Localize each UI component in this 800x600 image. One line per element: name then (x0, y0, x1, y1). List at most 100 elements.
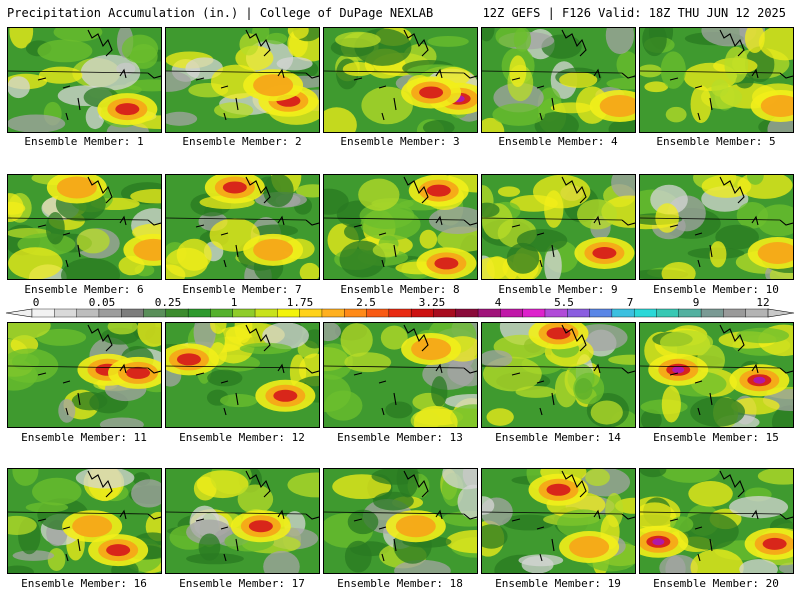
colorbar-swatch (344, 308, 368, 318)
precip-field (640, 175, 793, 279)
ensemble-member-label: Ensemble Member: 10 (653, 283, 779, 296)
colorbar-min-arrow (5, 308, 33, 318)
coastline (195, 176, 319, 268)
ensemble-member-label: Ensemble Member: 20 (653, 577, 779, 590)
colorbar-tick-label: 0.25 (154, 296, 182, 309)
coastline (195, 29, 319, 121)
coastline (511, 324, 635, 416)
colorbar-swatch (433, 308, 457, 318)
colorbar-swatch (31, 308, 55, 318)
ensemble-member-map (639, 174, 794, 280)
precip-field (8, 28, 161, 132)
ensemble-member-label: Ensemble Member: 1 (24, 135, 144, 148)
coastline (195, 324, 319, 416)
ensemble-member-map (481, 27, 636, 133)
colorbar-swatch (745, 308, 769, 318)
ensemble-member-map (481, 468, 636, 574)
colorbar-tick-label: 4 (494, 296, 502, 309)
colorbar-swatch (143, 308, 167, 318)
coastline (353, 470, 477, 562)
colorbar-swatch (633, 308, 657, 318)
colorbar-tick-label: 3.25 (418, 296, 446, 309)
precip-field (8, 323, 161, 427)
precip-field (640, 28, 793, 132)
precip-field (640, 323, 793, 427)
precip-field (640, 469, 793, 573)
colorbar-swatch (723, 308, 747, 318)
coastline (353, 176, 477, 268)
coastline (37, 176, 161, 268)
precip-field (324, 175, 477, 279)
colorbar-swatch (210, 308, 234, 318)
ensemble-member-label: Ensemble Member: 13 (337, 431, 463, 444)
colorbar-swatch (98, 308, 122, 318)
precip-field (482, 469, 635, 573)
ensemble-member-label: Ensemble Member: 15 (653, 431, 779, 444)
ensemble-member-map (323, 322, 478, 428)
colorbar-swatch (455, 308, 479, 318)
ensemble-member-label: Ensemble Member: 5 (656, 135, 776, 148)
colorbar-tick-label: 9 (692, 296, 700, 309)
ensemble-member-map (165, 322, 320, 428)
ensemble-member-label: Ensemble Member: 17 (179, 577, 305, 590)
ensemble-member-label: Ensemble Member: 9 (498, 283, 618, 296)
precip-field (482, 323, 635, 427)
colorbar-swatch (388, 308, 412, 318)
colorbar-tick-label: 7 (626, 296, 634, 309)
colorbar-tick-label: 1.75 (286, 296, 314, 309)
colorbar-swatch (321, 308, 345, 318)
precip-field (166, 175, 319, 279)
colorbar-swatch (299, 308, 323, 318)
coastline (511, 470, 635, 562)
colorbar-swatch (656, 308, 680, 318)
coastline (511, 29, 635, 121)
coastline (669, 29, 793, 121)
ensemble-member-map (481, 322, 636, 428)
ensemble-member-label: Ensemble Member: 8 (340, 283, 460, 296)
ensemble-member-label: Ensemble Member: 11 (21, 431, 147, 444)
colorbar-swatch (544, 308, 568, 318)
colorbar-swatch (410, 308, 434, 318)
colorbar-max-arrow (767, 308, 795, 318)
ensemble-member-label: Ensemble Member: 4 (498, 135, 618, 148)
colorbar-swatch (76, 308, 100, 318)
coastline (353, 324, 477, 416)
ensemble-member-map (7, 322, 162, 428)
colorbar-tick-label: 12 (756, 296, 770, 309)
precip-field (8, 469, 161, 573)
colorbar-swatch (567, 308, 591, 318)
ensemble-member-map (481, 174, 636, 280)
ensemble-member-map (323, 27, 478, 133)
precip-field (166, 469, 319, 573)
ensemble-member-label: Ensemble Member: 14 (495, 431, 621, 444)
coastline (37, 324, 161, 416)
precip-field (324, 323, 477, 427)
coastline (353, 29, 477, 121)
colorbar-swatch (187, 308, 211, 318)
ensemble-member-label: Ensemble Member: 16 (21, 577, 147, 590)
ensemble-member-label: Ensemble Member: 7 (182, 283, 302, 296)
coastline (669, 324, 793, 416)
coastline (669, 470, 793, 562)
colorbar-swatch (522, 308, 546, 318)
colorbar-swatch (700, 308, 724, 318)
colorbar-swatch (121, 308, 145, 318)
colorbar-swatch (366, 308, 390, 318)
ensemble-member-label: Ensemble Member: 3 (340, 135, 460, 148)
colorbar-swatch (477, 308, 501, 318)
colorbar-swatch (500, 308, 524, 318)
ensemble-member-map (165, 468, 320, 574)
ensemble-member-map (639, 468, 794, 574)
colorbar-tick-label: 5.5 (554, 296, 574, 309)
precip-field (324, 469, 477, 573)
ensemble-member-map (7, 174, 162, 280)
colorbar-swatch (678, 308, 702, 318)
coastline (195, 470, 319, 562)
precip-field (8, 175, 161, 279)
colorbar-swatch (277, 308, 301, 318)
colorbar-swatch (232, 308, 256, 318)
colorbar-swatch (589, 308, 613, 318)
ensemble-member-label: Ensemble Member: 2 (182, 135, 302, 148)
precip-field (482, 28, 635, 132)
ensemble-member-map (639, 322, 794, 428)
